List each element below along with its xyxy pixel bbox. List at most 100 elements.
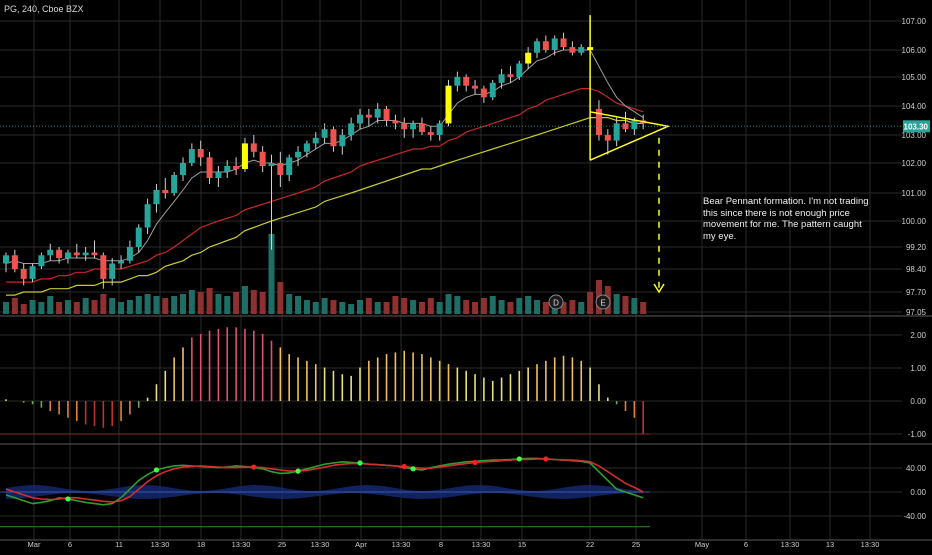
- candle-body: [56, 249, 63, 258]
- candle-body: [100, 255, 107, 279]
- last-price-badge: 103.30: [0, 120, 930, 133]
- volume-bar: [631, 298, 638, 314]
- cross-up-dot: [295, 468, 301, 474]
- oscillator-tick-label: 0.00: [910, 397, 926, 406]
- candle-body: [73, 252, 80, 256]
- candle-body: [427, 132, 434, 135]
- candle-body: [595, 108, 602, 135]
- volume-bar: [640, 302, 647, 314]
- time-tick-label: May: [695, 540, 709, 549]
- candle-body: [3, 255, 9, 264]
- volume-bar: [100, 294, 107, 314]
- candle-body: [418, 123, 425, 133]
- time-tick-label: 22: [586, 540, 594, 549]
- price-tick-label: 106.00: [902, 46, 927, 55]
- candle-body: [180, 163, 186, 175]
- volume-bar: [365, 298, 372, 314]
- volume-bar: [516, 298, 523, 314]
- candle-body: [233, 166, 240, 169]
- volume-bar: [321, 298, 328, 314]
- time-tick-label: 13:30: [781, 540, 800, 549]
- volume-bar: [357, 300, 363, 314]
- candle-body: [569, 47, 576, 53]
- last-price-badge-text: 103.30: [904, 122, 929, 131]
- candle-body: [374, 108, 381, 118]
- price-tick-label: 107.00: [902, 17, 927, 26]
- candle-body: [463, 77, 470, 86]
- volume-bar: [339, 302, 346, 314]
- event-marker-circle: [595, 294, 611, 310]
- time-tick-label: 6: [744, 540, 748, 549]
- volume-bar: [578, 302, 585, 314]
- symbol-header: PG, 240, Cboe BZX: [4, 4, 84, 14]
- candle-body: [126, 247, 133, 261]
- volume-bar: [401, 298, 408, 314]
- candle-body: [534, 41, 540, 53]
- volume-bar: [241, 286, 248, 314]
- cross-up-dot: [357, 460, 363, 466]
- volume-bar: [622, 296, 629, 314]
- candle-body: [516, 63, 523, 77]
- volume-bar: [525, 296, 532, 314]
- candle-body: [445, 85, 452, 124]
- volume-bar: [38, 302, 45, 314]
- chart-grid: [0, 0, 902, 540]
- last-price-badge-box: [903, 120, 930, 133]
- candle-body: [330, 129, 337, 147]
- candle-body: [118, 260, 125, 264]
- candle-body: [542, 41, 549, 50]
- cross-up-dot: [516, 456, 522, 462]
- candle-body: [365, 114, 372, 118]
- candle-body: [11, 255, 18, 269]
- volume-bar: [56, 302, 63, 314]
- candle-body: [162, 190, 169, 193]
- volume-bar: [418, 302, 425, 314]
- candle-body: [303, 143, 310, 152]
- candle-body: [47, 249, 54, 256]
- candle-body: [295, 151, 302, 158]
- time-tick-label: 13:30: [472, 540, 491, 549]
- price-candles: [3, 15, 647, 289]
- time-tick-label: 13:30: [311, 540, 330, 549]
- candle-body: [357, 114, 363, 124]
- volume-bar: [233, 292, 240, 314]
- candle-body: [383, 108, 390, 121]
- volume-bar: [109, 298, 116, 314]
- time-tick-label: 13:30: [232, 540, 251, 549]
- volume-bar: [29, 300, 36, 314]
- candle-body: [339, 135, 346, 147]
- candle-body: [622, 123, 629, 130]
- candle-body: [472, 85, 479, 89]
- candle-body: [578, 47, 585, 53]
- volume-bar: [82, 298, 89, 314]
- price-tick-label: 103.00: [902, 131, 927, 140]
- candle-body: [171, 175, 178, 193]
- pennant-triangle: [589, 111, 671, 161]
- volume-bar: [330, 300, 337, 314]
- oscillator-tick-label: 2.00: [910, 331, 926, 340]
- volume-bar: [118, 302, 125, 314]
- candle-body: [20, 269, 27, 279]
- price-tick-label: 98.40: [906, 265, 927, 274]
- volume-bars: [3, 234, 647, 314]
- candle-body: [109, 263, 116, 279]
- time-tick-label: 13:30: [392, 540, 411, 549]
- time-axis: Mar 6 11 13:30 18 13:30 25 13:30 Apr 13:30 8 13:30 1…: [28, 540, 880, 549]
- time-tick-label: 8: [439, 540, 443, 549]
- time-tick-label: 6: [68, 540, 72, 549]
- dual-line-oscillator-pane: [0, 433, 650, 528]
- volume-bar: [445, 294, 452, 314]
- candle-body: [560, 38, 567, 48]
- candle-body: [604, 135, 611, 141]
- candle-body: [82, 252, 89, 256]
- candle-body: [454, 77, 461, 86]
- volume-bar: [162, 298, 169, 314]
- volume-bar: [250, 290, 257, 314]
- volume-bar: [392, 296, 399, 314]
- candle-body: [436, 123, 443, 135]
- candle-body: [153, 190, 160, 205]
